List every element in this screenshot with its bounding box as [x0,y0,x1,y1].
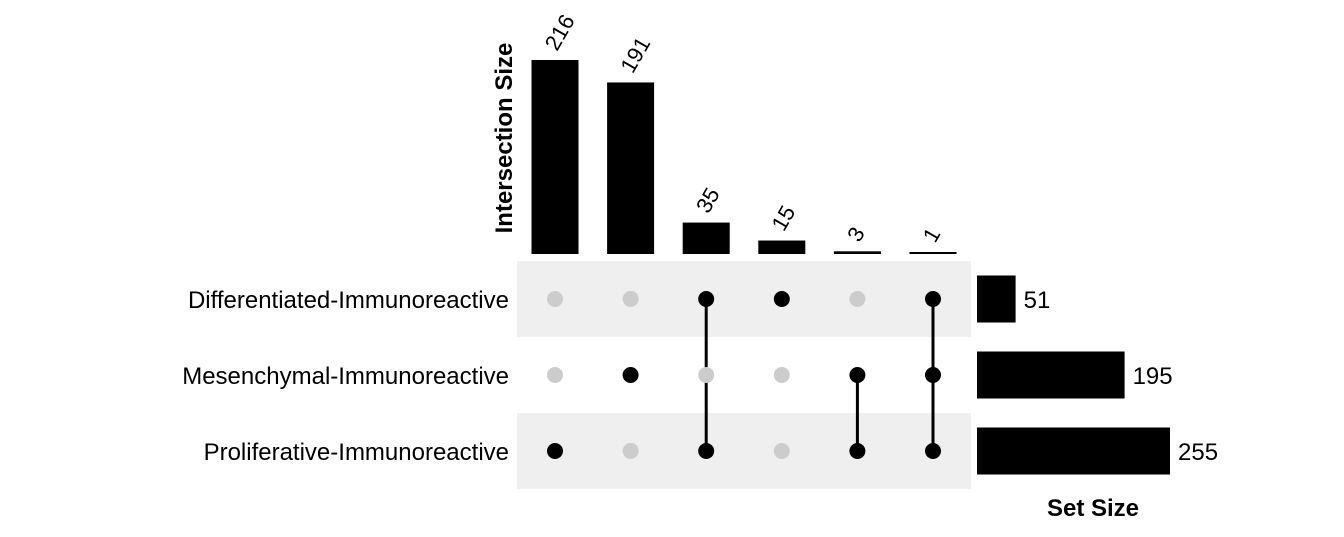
intersection-bar [531,60,579,254]
intersection-value-label: 15 [766,201,800,235]
matrix-stripes [517,261,971,489]
intersection-value-labels: 216 191 35 15 3 1 [540,10,946,246]
active-dot [698,443,715,459]
active-dot [925,291,941,307]
active-dot [698,291,715,307]
set-size-value-label: 195 [1133,363,1173,390]
set-size-bar [977,427,1170,475]
y-axis-title: Intersection Size [491,43,518,234]
set-size-bar [977,351,1125,399]
set-size-value-label: 255 [1178,439,1218,466]
active-dot [849,367,866,383]
inactive-dot [849,291,866,307]
inactive-dot [622,291,639,307]
intersection-value-label: 191 [615,33,655,77]
set-name-label: Mesenchymal-Immunoreactive [182,363,509,390]
active-dot [547,443,563,459]
inactive-dot [698,367,715,383]
membership-matrix [547,291,941,459]
intersection-value-label: 216 [540,10,580,54]
intersection-bars [531,60,957,254]
set-size-value-labels: 51 195 255 [1024,287,1218,466]
set-size-axis-title: Set Size [1047,495,1139,522]
inactive-dot [773,367,790,383]
set-size-value-label: 51 [1024,287,1051,314]
inactive-dot [622,443,639,459]
set-name-label: Proliferative-Immunoreactive [204,439,509,466]
intersection-bar [607,82,655,254]
active-dot [773,291,790,307]
intersection-value-label: 1 [918,223,946,246]
active-dot [925,367,941,383]
active-dot [622,367,639,383]
active-dot [925,443,941,459]
matrix-stripe [517,261,971,337]
intersection-value-label: 35 [691,183,725,217]
set-size-bar [977,275,1016,323]
set-name-label: Differentiated-Immunoreactive [188,287,509,314]
set-name-labels: Differentiated-Immunoreactive Mesenchymal… [182,287,509,466]
intersection-bar [758,240,806,254]
inactive-dot [773,443,790,459]
matrix-stripe [517,413,971,489]
set-size-bars [977,275,1170,475]
inactive-dot [547,367,563,383]
intersection-bar [682,222,730,254]
inactive-dot [547,291,563,307]
intersection-value-label: 3 [842,223,870,246]
active-dot [849,443,866,459]
intersection-bar [833,251,881,254]
intersection-bar [909,252,957,254]
